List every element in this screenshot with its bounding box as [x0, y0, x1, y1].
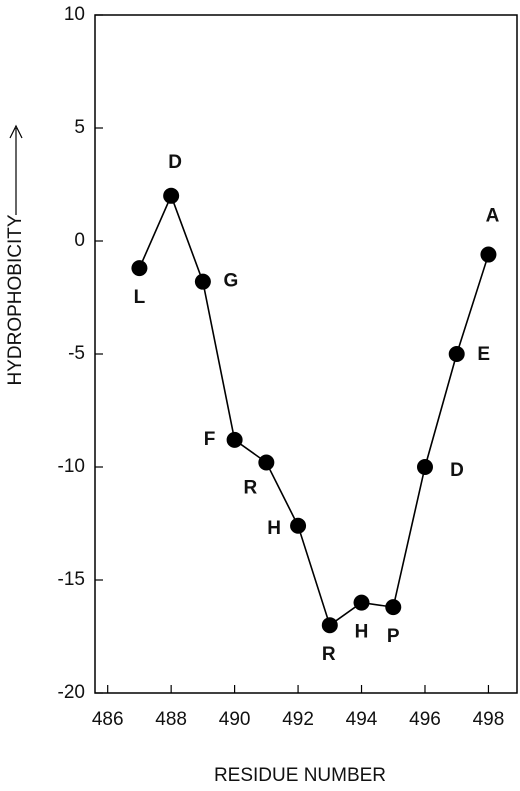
y-tick-label: -15 — [58, 569, 85, 590]
x-tick-label: 498 — [473, 709, 505, 730]
x-tick-label: 490 — [219, 709, 251, 730]
point-label: H — [267, 518, 281, 539]
data-point — [416, 459, 433, 475]
data-point — [163, 187, 180, 204]
x-axis-label: RESIDUE NUMBER — [214, 765, 386, 786]
y-axis-label: HYDROPHOBICITY — [5, 214, 26, 385]
data-point — [385, 599, 402, 616]
point-label: E — [477, 344, 490, 365]
point-label: D — [168, 152, 182, 173]
x-tick-label: 488 — [155, 709, 187, 730]
y-tick-label: -20 — [58, 682, 85, 703]
y-arrow — [9, 124, 23, 215]
y-tick-label: -5 — [68, 343, 85, 364]
point-label: A — [486, 206, 500, 227]
x-tick-label: 496 — [409, 709, 441, 730]
data-point — [194, 273, 211, 290]
point-label: R — [322, 644, 336, 665]
x-tick-label: 492 — [282, 709, 314, 730]
point-label: G — [223, 271, 238, 292]
point-label: L — [134, 287, 146, 308]
x-tick-label: 486 — [92, 709, 124, 730]
data-point — [480, 246, 497, 263]
x-tick-label: 494 — [346, 709, 378, 730]
data-point — [448, 346, 465, 362]
data-point — [353, 594, 370, 611]
data-point — [290, 517, 307, 534]
y-tick-label: 5 — [74, 117, 85, 138]
point-label: R — [243, 477, 257, 498]
y-tick-label: -10 — [58, 456, 85, 477]
data-point — [226, 431, 243, 448]
point-label: P — [387, 626, 400, 647]
data-point — [131, 260, 148, 277]
y-tick-label: 0 — [74, 230, 85, 251]
point-label: D — [450, 460, 464, 481]
data-point — [321, 617, 338, 634]
point-label: F — [204, 429, 216, 450]
data-point — [258, 454, 275, 471]
point-label: H — [355, 622, 369, 643]
y-tick-label: 10 — [64, 4, 85, 25]
data-line — [138, 193, 490, 627]
